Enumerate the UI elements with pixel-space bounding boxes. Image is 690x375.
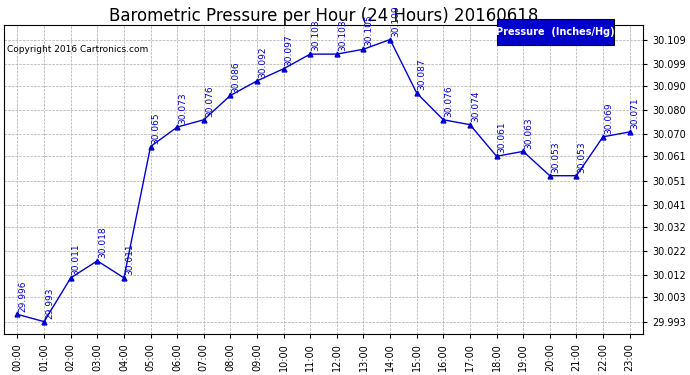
Text: 30.071: 30.071	[631, 98, 640, 129]
Text: 30.069: 30.069	[604, 102, 613, 134]
Text: 30.061: 30.061	[497, 122, 506, 153]
Text: 30.053: 30.053	[551, 141, 560, 173]
Text: 29.996: 29.996	[19, 280, 28, 312]
Text: 30.053: 30.053	[578, 141, 586, 173]
Text: 30.086: 30.086	[231, 61, 240, 93]
Text: 30.073: 30.073	[178, 93, 187, 124]
Text: 30.092: 30.092	[258, 46, 267, 78]
Text: 30.103: 30.103	[311, 20, 320, 51]
Text: 30.065: 30.065	[152, 112, 161, 144]
Text: 30.063: 30.063	[524, 117, 533, 148]
Text: 30.011: 30.011	[72, 243, 81, 275]
Text: 30.011: 30.011	[125, 243, 134, 275]
Text: 30.109: 30.109	[391, 5, 400, 37]
Text: 30.105: 30.105	[364, 15, 373, 46]
Text: 30.074: 30.074	[471, 90, 480, 122]
Text: 30.076: 30.076	[205, 86, 214, 117]
Text: 30.076: 30.076	[444, 86, 453, 117]
Text: 30.097: 30.097	[285, 34, 294, 66]
Text: 30.018: 30.018	[99, 226, 108, 258]
Text: 29.993: 29.993	[45, 287, 54, 319]
Text: Pressure  (Inches/Hg): Pressure (Inches/Hg)	[496, 27, 615, 37]
Text: 30.103: 30.103	[338, 20, 347, 51]
Title: Barometric Pressure per Hour (24 Hours) 20160618: Barometric Pressure per Hour (24 Hours) …	[109, 7, 538, 25]
Text: Copyright 2016 Cartronics.com: Copyright 2016 Cartronics.com	[7, 45, 148, 54]
Text: 30.087: 30.087	[417, 58, 426, 90]
